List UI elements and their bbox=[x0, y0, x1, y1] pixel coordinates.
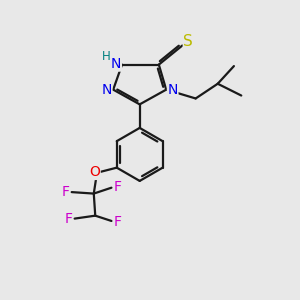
Text: F: F bbox=[61, 184, 69, 199]
Text: H: H bbox=[102, 50, 111, 63]
Text: F: F bbox=[64, 212, 72, 226]
Text: F: F bbox=[114, 214, 122, 229]
Text: F: F bbox=[114, 180, 122, 194]
Text: S: S bbox=[183, 34, 193, 50]
Text: O: O bbox=[89, 165, 100, 179]
Text: N: N bbox=[167, 83, 178, 97]
Text: N: N bbox=[101, 83, 112, 97]
Text: N: N bbox=[111, 57, 121, 71]
